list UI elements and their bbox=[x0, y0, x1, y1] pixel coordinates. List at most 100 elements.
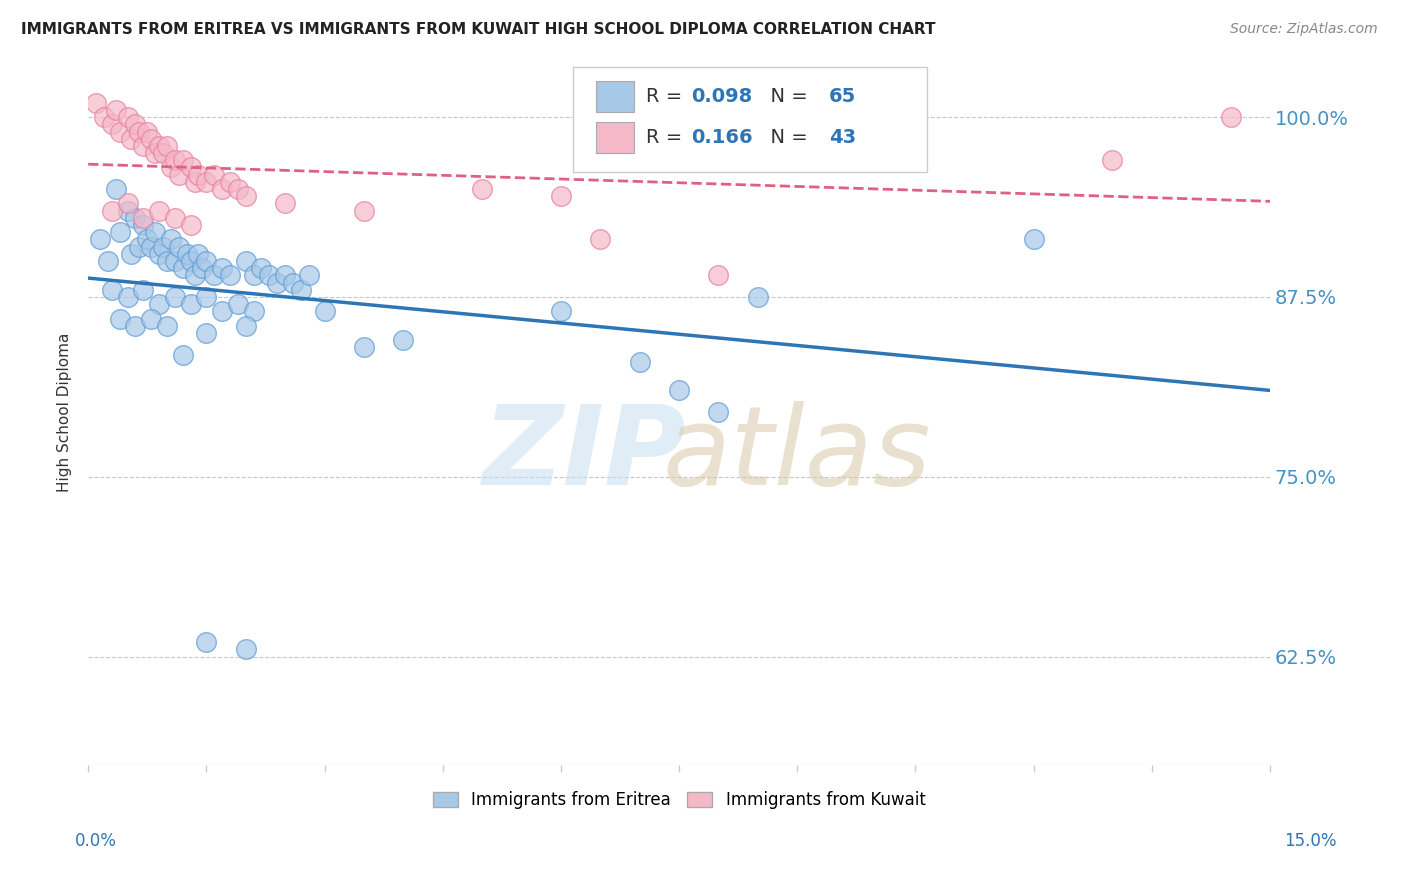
Point bbox=[219, 268, 242, 283]
Point bbox=[89, 232, 111, 246]
Point bbox=[172, 153, 194, 168]
Point bbox=[117, 203, 139, 218]
Point bbox=[183, 268, 205, 283]
Point bbox=[121, 247, 143, 261]
Point bbox=[121, 132, 143, 146]
Point bbox=[266, 276, 288, 290]
Point bbox=[235, 642, 257, 657]
Point bbox=[156, 254, 179, 268]
Point bbox=[195, 254, 218, 268]
Point bbox=[226, 297, 249, 311]
FancyBboxPatch shape bbox=[596, 122, 634, 153]
Point bbox=[550, 304, 572, 318]
Point bbox=[226, 182, 249, 196]
Point bbox=[211, 304, 233, 318]
Point bbox=[148, 139, 170, 153]
Point bbox=[108, 225, 131, 239]
Point bbox=[104, 103, 127, 117]
Point bbox=[141, 132, 163, 146]
Text: 0.0%: 0.0% bbox=[75, 831, 117, 849]
Point bbox=[668, 384, 690, 398]
Point bbox=[314, 304, 336, 318]
Point bbox=[117, 290, 139, 304]
FancyBboxPatch shape bbox=[572, 67, 927, 172]
Point bbox=[117, 110, 139, 124]
Point bbox=[128, 239, 150, 253]
Point bbox=[187, 247, 209, 261]
Point bbox=[93, 110, 115, 124]
Point bbox=[707, 405, 730, 419]
Text: 0.098: 0.098 bbox=[690, 87, 752, 106]
Point bbox=[281, 276, 304, 290]
Point bbox=[274, 268, 297, 283]
Point bbox=[141, 311, 163, 326]
Text: 0.166: 0.166 bbox=[690, 128, 752, 147]
Point bbox=[195, 175, 218, 189]
Point bbox=[104, 182, 127, 196]
Text: IMMIGRANTS FROM ERITREA VS IMMIGRANTS FROM KUWAIT HIGH SCHOOL DIPLOMA CORRELATIO: IMMIGRANTS FROM ERITREA VS IMMIGRANTS FR… bbox=[21, 22, 935, 37]
Point bbox=[353, 340, 375, 354]
Text: Source: ZipAtlas.com: Source: ZipAtlas.com bbox=[1230, 22, 1378, 37]
Point bbox=[136, 124, 159, 138]
Point bbox=[132, 211, 155, 225]
Text: atlas: atlas bbox=[662, 401, 932, 508]
Point bbox=[108, 124, 131, 138]
Point bbox=[167, 168, 190, 182]
Point bbox=[160, 161, 183, 175]
Text: 65: 65 bbox=[830, 87, 856, 106]
Text: 43: 43 bbox=[830, 128, 856, 147]
Text: ZIP: ZIP bbox=[482, 401, 686, 508]
Point bbox=[128, 124, 150, 138]
Point bbox=[183, 175, 205, 189]
Point bbox=[180, 218, 202, 232]
Point bbox=[152, 239, 174, 253]
Point bbox=[1219, 110, 1241, 124]
Point bbox=[202, 268, 225, 283]
Point bbox=[211, 261, 233, 276]
Point bbox=[242, 268, 264, 283]
Point bbox=[290, 283, 312, 297]
Point bbox=[235, 189, 257, 203]
Point bbox=[132, 139, 155, 153]
Point bbox=[156, 318, 179, 333]
Point bbox=[148, 203, 170, 218]
Point bbox=[1022, 232, 1045, 246]
Point bbox=[191, 261, 214, 276]
Point bbox=[589, 232, 612, 246]
Point bbox=[152, 146, 174, 161]
Point bbox=[108, 311, 131, 326]
Point bbox=[195, 635, 218, 649]
Point bbox=[84, 95, 107, 110]
Point bbox=[235, 318, 257, 333]
Point bbox=[628, 354, 651, 368]
Legend: Immigrants from Eritrea, Immigrants from Kuwait: Immigrants from Eritrea, Immigrants from… bbox=[426, 785, 932, 816]
Point bbox=[235, 254, 257, 268]
Point bbox=[187, 168, 209, 182]
Point bbox=[124, 211, 146, 225]
Point bbox=[172, 261, 194, 276]
Point bbox=[707, 268, 730, 283]
Y-axis label: High School Diploma: High School Diploma bbox=[58, 333, 72, 491]
Point bbox=[143, 225, 166, 239]
Point bbox=[124, 318, 146, 333]
Point bbox=[353, 203, 375, 218]
Point bbox=[1101, 153, 1123, 168]
Point bbox=[747, 290, 769, 304]
Point bbox=[148, 247, 170, 261]
Point bbox=[148, 297, 170, 311]
Point bbox=[156, 139, 179, 153]
Point bbox=[195, 326, 218, 340]
Text: N =: N = bbox=[758, 128, 814, 147]
Text: R =: R = bbox=[645, 87, 689, 106]
Point bbox=[101, 283, 124, 297]
Point bbox=[392, 333, 415, 347]
Point bbox=[259, 268, 281, 283]
Point bbox=[163, 211, 186, 225]
Point bbox=[242, 304, 264, 318]
Point bbox=[172, 347, 194, 361]
Point bbox=[141, 239, 163, 253]
Point bbox=[97, 254, 120, 268]
Point bbox=[143, 146, 166, 161]
Text: 15.0%: 15.0% bbox=[1284, 831, 1337, 849]
Point bbox=[176, 247, 198, 261]
